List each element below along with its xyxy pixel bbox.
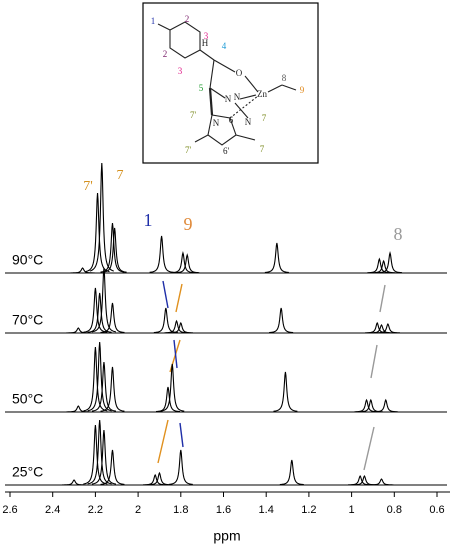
peak bbox=[83, 346, 108, 412]
peak bbox=[91, 361, 117, 412]
peak bbox=[269, 307, 294, 334]
peak bbox=[155, 386, 181, 413]
structure-label: 4 bbox=[222, 41, 227, 51]
series-label: 25°C bbox=[12, 464, 43, 480]
peak bbox=[369, 478, 394, 486]
x-tick-label: 1.4 bbox=[259, 504, 274, 516]
peak-annotation: 1 bbox=[144, 210, 153, 230]
peak bbox=[100, 366, 125, 412]
peak bbox=[83, 424, 108, 485]
structure-label: O bbox=[236, 68, 243, 78]
peak-annotation: 9 bbox=[184, 214, 193, 234]
structure-label: N bbox=[225, 94, 232, 104]
peak-annotation: 7 bbox=[117, 168, 124, 183]
x-tick-label: 2 bbox=[135, 504, 141, 516]
peak bbox=[175, 253, 200, 274]
x-tick-label: 2.2 bbox=[88, 504, 103, 516]
peak bbox=[102, 227, 127, 273]
series-label: 50°C bbox=[12, 391, 43, 407]
structure-label: N bbox=[234, 92, 241, 102]
peak bbox=[160, 363, 185, 412]
structure-label: 3 bbox=[204, 31, 209, 41]
peak bbox=[70, 267, 95, 274]
x-tick-label: 0.8 bbox=[387, 504, 402, 516]
peak bbox=[100, 302, 125, 334]
peak bbox=[367, 257, 392, 274]
structure-label: 7' bbox=[185, 145, 192, 155]
peak bbox=[375, 322, 400, 334]
peak bbox=[348, 474, 373, 486]
peak bbox=[168, 321, 193, 334]
peak bbox=[83, 287, 108, 333]
peak bbox=[273, 371, 298, 412]
structure-label: 6' bbox=[223, 146, 230, 156]
peak bbox=[62, 479, 87, 486]
peak bbox=[91, 429, 117, 485]
structure-box bbox=[142, 2, 319, 164]
x-tick-label: 2.4 bbox=[45, 504, 60, 516]
structure-label: 7' bbox=[190, 110, 197, 120]
structure-label: 7 bbox=[260, 144, 265, 154]
structure-label: 1 bbox=[151, 16, 156, 26]
structure-label: 7 bbox=[262, 113, 267, 123]
structure-label: 5 bbox=[199, 83, 204, 93]
peak bbox=[365, 321, 390, 334]
peak bbox=[369, 324, 394, 334]
x-axis-title: ppm bbox=[213, 528, 240, 544]
structure-label: 2 bbox=[185, 14, 190, 24]
peak bbox=[279, 459, 304, 486]
structure-label: N bbox=[245, 117, 252, 127]
structure-label: N bbox=[213, 118, 220, 128]
peak bbox=[170, 250, 195, 274]
peak bbox=[373, 398, 398, 413]
peak bbox=[371, 259, 396, 274]
peak bbox=[264, 242, 289, 274]
peak bbox=[377, 250, 403, 274]
series-label: 90°C bbox=[12, 252, 43, 268]
shift-guides bbox=[157, 280, 386, 471]
peak-annotation: 8 bbox=[394, 224, 403, 244]
x-tick-label: 1.2 bbox=[301, 504, 316, 516]
structure-label: 9 bbox=[300, 85, 305, 95]
peak bbox=[164, 319, 189, 334]
peak bbox=[87, 341, 112, 412]
structure-label: 8 bbox=[282, 73, 287, 83]
series-label: 70°C bbox=[12, 312, 43, 328]
peak bbox=[147, 471, 172, 486]
peak bbox=[91, 267, 117, 333]
structure-label: 2 bbox=[163, 49, 168, 59]
x-tick-label: 2.6 bbox=[2, 504, 17, 516]
structure-bonds bbox=[157, 21, 297, 146]
x-tick-label: 1.6 bbox=[216, 504, 231, 516]
structure-label: Zn bbox=[257, 89, 267, 99]
structure-label: 3 bbox=[178, 66, 183, 76]
x-tick-label: 0.6 bbox=[429, 504, 444, 516]
peak bbox=[87, 419, 112, 485]
x-tick-label: 1.8 bbox=[173, 504, 188, 516]
peak bbox=[168, 449, 193, 485]
peak bbox=[143, 473, 168, 486]
x-tick-label: 1 bbox=[349, 504, 355, 516]
peak bbox=[87, 292, 112, 333]
peak-annotation: 7' bbox=[83, 179, 93, 194]
peak bbox=[149, 235, 174, 273]
peak bbox=[66, 327, 91, 334]
structure-label: 6 bbox=[229, 115, 234, 125]
structure-label: H bbox=[202, 38, 209, 48]
peak bbox=[66, 405, 91, 413]
peak bbox=[100, 449, 125, 485]
